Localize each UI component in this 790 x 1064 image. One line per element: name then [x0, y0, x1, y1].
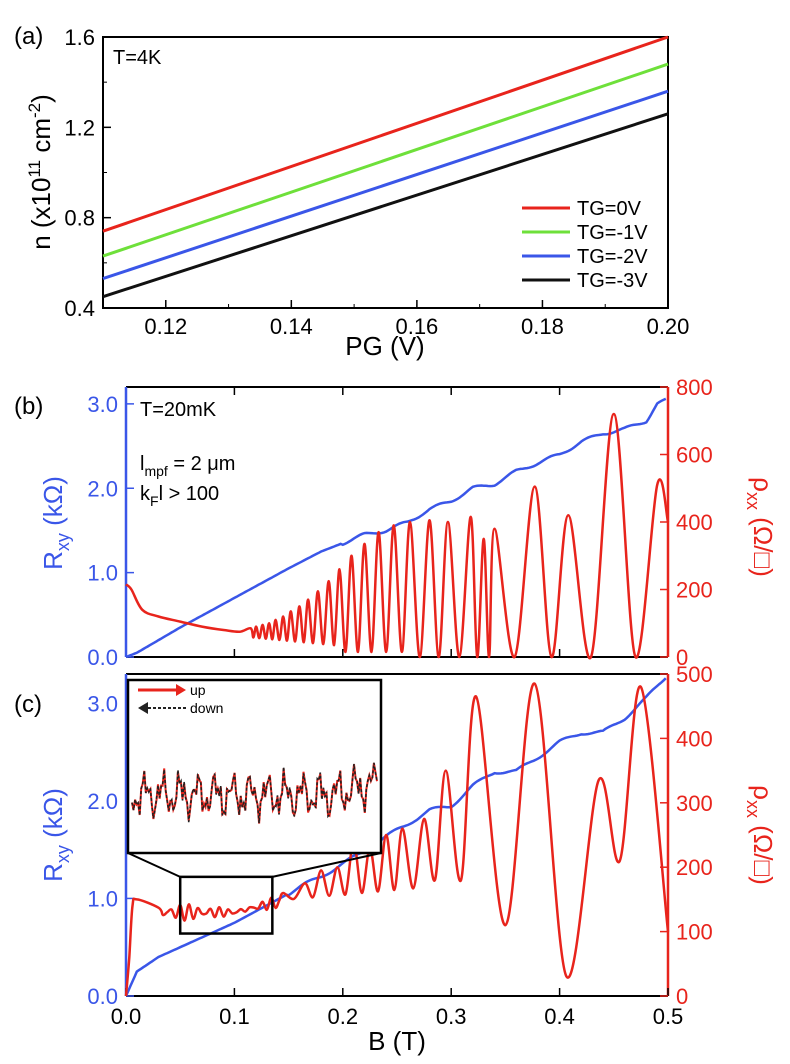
y-right-tick-label: 0	[676, 984, 688, 1009]
x-tick-label: 0.1	[219, 1004, 250, 1029]
y-right-tick-label: 600	[676, 443, 713, 468]
y-left-tick-label: 2.0	[87, 476, 118, 501]
inset-legend-up-label: up	[190, 682, 206, 698]
inset-down-trace	[131, 762, 378, 824]
y-left-tick-label: 3.0	[87, 392, 118, 417]
y-right-tick-label: 400	[676, 726, 713, 751]
zoom-connector-right	[272, 852, 382, 878]
y-right-tick-label: 200	[676, 578, 713, 603]
rhoxx-line	[125, 412, 670, 660]
y-tick-label: 1.6	[64, 25, 95, 50]
x-tick-label: 0.18	[521, 314, 564, 339]
y-left-tick-label: 0.0	[87, 645, 118, 670]
y-left-axis-title: Rxy (kΩ)	[38, 476, 73, 570]
y-axis-title: n (x1011 cm-2)	[25, 94, 56, 250]
y-left-tick-label: 2.0	[87, 789, 118, 814]
y-right-tick-label: 200	[676, 855, 713, 880]
x-tick-label: 0.5	[653, 1004, 684, 1029]
x-tick-label: 0.3	[436, 1004, 467, 1029]
zoom-region-box	[178, 875, 274, 935]
y-right-tick-label: 800	[676, 375, 713, 400]
rxy-line	[125, 397, 667, 659]
y-left-tick-label: 3.0	[87, 691, 118, 716]
panel-label: (b)	[14, 393, 43, 420]
series-line	[102, 35, 669, 233]
legend-label: TG=-1V	[577, 222, 648, 244]
x-tick-label: 0.20	[647, 314, 690, 339]
rhoxx-line	[124, 682, 670, 997]
zoom-connector-left	[127, 852, 181, 878]
y-left-tick-label: 1.0	[87, 886, 118, 911]
inset-legend-up-arrowhead	[176, 684, 186, 696]
annotation-temperature: T=20mK	[140, 399, 217, 421]
annotation: T=4K	[113, 47, 162, 69]
y-left-axis-title: Rxy (kΩ)	[38, 788, 73, 882]
panel-b: 0.0 1.0 2.0 3.0 0 200 400 600 800 (b) T=20mK lmpf =…	[14, 375, 778, 670]
legend-label: TG=-2V	[577, 246, 648, 268]
x-axis-title: PG (V)	[345, 331, 424, 361]
y-tick-label: 0.4	[64, 296, 95, 321]
y-left-tick-label: 0.0	[87, 984, 118, 1009]
x-tick-label: 0.12	[144, 314, 187, 339]
rxy-line	[124, 677, 667, 997]
y-right-tick-label: 0	[676, 645, 688, 670]
y-right-tick-label: 400	[676, 510, 713, 535]
x-tick-label: 0.16	[395, 314, 438, 339]
series-line	[102, 89, 669, 281]
y-right-tick-label: 300	[676, 791, 713, 816]
inset-frame	[126, 678, 383, 855]
y-right-tick-label: 100	[676, 920, 713, 945]
annotation-kfl: kFl > 100	[140, 483, 219, 509]
y-right-tick-label: 500	[676, 662, 713, 687]
legend-label: TG=-3V	[577, 270, 648, 292]
panel-label: (a)	[14, 23, 43, 50]
y-right-axis-title: ρxx (Ω/□)	[743, 477, 778, 577]
y-tick-label: 0.8	[64, 206, 95, 231]
inset-legend-down-arrowhead	[138, 702, 148, 714]
x-tick-label: 0.0	[111, 1004, 142, 1029]
panel-label: (c)	[14, 691, 42, 718]
series-line	[102, 62, 669, 258]
y-right-axis-title: ρxx (Ω/□)	[743, 785, 778, 885]
x-axis-title: B (T)	[368, 1026, 426, 1056]
panel-a: 0.12 0.14 0.16 0.18 0.20 0.4 0.8 1.2 1.6 (a) T=4K P…	[14, 23, 689, 361]
x-tick-label: 0.4	[544, 1004, 575, 1029]
x-tick-label: 0.2	[328, 1004, 359, 1029]
x-tick-label: 0.14	[270, 314, 313, 339]
annotation-mfp: lmpf = 2 μm	[140, 453, 235, 479]
panel-c: 0.0 0.1 0.2 0.3 0.4 0.5 0.0 1.0 2.0 3.0 0 100 200 300…	[14, 662, 778, 1056]
inset-legend-down-label: down	[190, 700, 223, 716]
legend-label: TG=0V	[577, 198, 642, 220]
y-left-tick-label: 1.0	[87, 561, 118, 586]
y-tick-label: 1.2	[64, 115, 95, 140]
series-line	[102, 112, 669, 299]
